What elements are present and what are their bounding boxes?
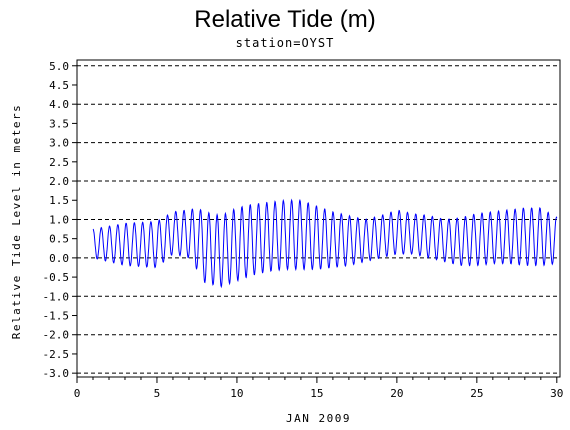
y-axis-label: Relative Tide Level in meters: [10, 104, 23, 340]
y-tick-label: 0.0: [49, 252, 69, 265]
y-tick-label: -0.5: [43, 271, 70, 284]
x-tick-label: 30: [550, 387, 563, 400]
chart-subtitle: station=OYST: [235, 36, 335, 50]
x-tick-label: 0: [74, 387, 81, 400]
y-tick-label: 0.5: [49, 233, 69, 246]
x-tick-label: 15: [310, 387, 323, 400]
y-tick-label: 4.5: [49, 79, 69, 92]
y-tick-label: -1.0: [43, 290, 70, 303]
x-axis-label: JAN 2009: [286, 412, 351, 425]
y-tick-label: 5.0: [49, 60, 69, 73]
y-tick-label: 3.5: [49, 117, 69, 130]
y-tick-label: 2.5: [49, 156, 69, 169]
x-tick-label: 25: [470, 387, 483, 400]
x-tick-label: 10: [230, 387, 243, 400]
y-tick-label: -3.0: [43, 367, 70, 380]
y-tick-label: 1.5: [49, 194, 69, 207]
y-tick-label: -2.5: [43, 348, 70, 361]
tide-series-line: [92, 198, 558, 289]
x-tick-label: 20: [390, 387, 403, 400]
y-tick-label: 3.0: [49, 137, 69, 150]
y-tick-label: 1.0: [49, 213, 69, 226]
y-tick-label: 2.0: [49, 175, 69, 188]
plot-frame: [76, 59, 561, 378]
chart-title: Relative Tide (m): [194, 6, 376, 33]
y-tick-label: 4.0: [49, 98, 69, 111]
x-tick-label: 5: [154, 387, 161, 400]
y-tick-label: -1.5: [43, 310, 70, 323]
y-tick-label: -2.0: [43, 329, 70, 342]
